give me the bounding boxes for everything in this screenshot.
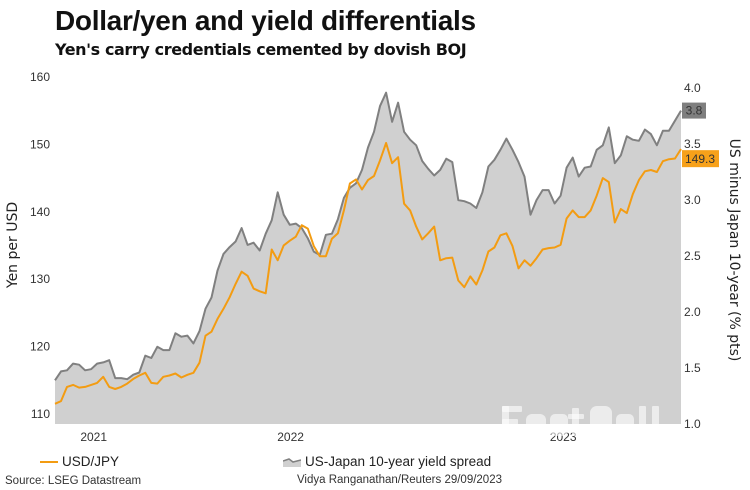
spread-line bbox=[54, 91, 682, 381]
spread-last-value-label: 3.8 bbox=[686, 104, 703, 118]
x-tick-label: 2022 bbox=[277, 430, 304, 444]
usdjpy-last-value-label: 149.3 bbox=[685, 152, 715, 166]
y-left-tick-label: 120 bbox=[30, 340, 50, 354]
y-left-tick-label: 140 bbox=[30, 205, 50, 219]
source-note: Source: LSEG Datastream bbox=[5, 475, 142, 487]
y-left-tick-label: 110 bbox=[31, 407, 50, 421]
y-right-tick-label: 3.0 bbox=[684, 193, 701, 207]
y-right-axis-title: US minus Japan 10-year (% pts) bbox=[726, 139, 742, 362]
chart-subtitle: Yen's carry credentials cemented by dovi… bbox=[55, 40, 467, 59]
legend-item-usdjpy: USD/JPY bbox=[40, 454, 119, 470]
legend-item-spread: US-Japan 10-year yield spread bbox=[283, 454, 491, 470]
usdjpy-last-value-box bbox=[682, 150, 719, 168]
axes: 110 120 130 140 150 160 1.0 1.5 2.0 2.5 3.0 3.5 4.0 2… bbox=[30, 70, 719, 444]
x-tick-label: 2021 bbox=[80, 430, 107, 444]
y-right-tick-label: 3.5 bbox=[684, 137, 701, 151]
orange-line-icon bbox=[40, 461, 58, 463]
legend-label-spread: US-Japan 10-year yield spread bbox=[305, 454, 492, 469]
y-right-tick-label: 2.0 bbox=[684, 305, 701, 319]
gray-area-icon bbox=[283, 458, 301, 467]
y-right-tick-label: 1.5 bbox=[684, 361, 701, 375]
y-left-tick-label: 130 bbox=[30, 272, 50, 286]
plot-area bbox=[54, 91, 682, 424]
spread-last-value-box bbox=[682, 102, 706, 119]
credit-note: Vidya Ranganathan/Reuters 29/09/2023 bbox=[296, 474, 502, 486]
watermark-logo bbox=[502, 406, 659, 436]
y-right-tick-label: 4.0 bbox=[684, 81, 701, 95]
usdjpy-line bbox=[54, 142, 682, 405]
y-left-tick-label: 150 bbox=[30, 137, 50, 151]
spread-area-fill bbox=[55, 92, 681, 424]
chart-title: Dollar/yen and yield differentials bbox=[55, 5, 476, 36]
y-left-axis-title: Yen per USD bbox=[5, 202, 21, 289]
legend-label-usdjpy: USD/JPY bbox=[62, 454, 120, 469]
y-right-tick-label: 1.0 bbox=[684, 417, 701, 431]
y-right-tick-label: 2.5 bbox=[684, 249, 701, 263]
y-left-tick-label: 160 bbox=[30, 70, 50, 84]
